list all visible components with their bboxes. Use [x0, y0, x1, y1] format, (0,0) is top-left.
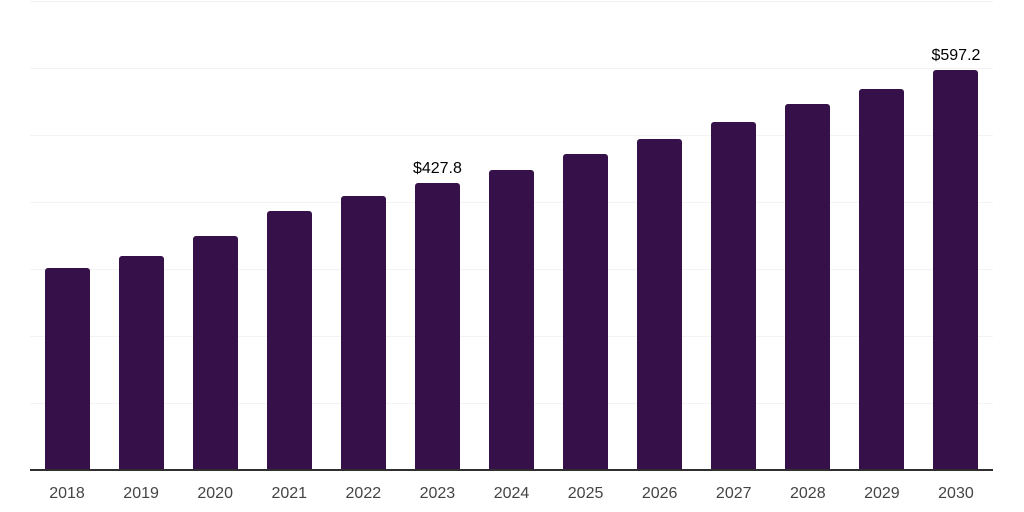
bar-2023	[414, 183, 460, 470]
bar-2022	[340, 195, 386, 470]
bar-2024	[489, 169, 534, 470]
bar-2021	[266, 210, 312, 470]
x-label-2028: 2028	[790, 485, 826, 502]
bar-2018	[44, 267, 90, 470]
value-label-2023: $427.8	[412, 160, 462, 178]
bar-2028	[785, 104, 831, 470]
x-label-2023: 2023	[419, 485, 456, 502]
bar-2026	[637, 139, 683, 470]
bar-2019	[118, 256, 164, 470]
x-label-2030: 2030	[938, 485, 974, 502]
value-label-2030: $597.2	[931, 46, 981, 64]
x-label-2022: 2022	[345, 485, 382, 502]
bar-2030	[933, 69, 979, 470]
bar-2020	[192, 236, 238, 470]
x-label-2025: 2025	[567, 485, 604, 502]
bar-2025	[563, 154, 609, 470]
x-label-2020: 2020	[197, 485, 233, 502]
bar-2029	[859, 88, 905, 470]
x-label-2019: 2019	[123, 485, 159, 502]
x-axis-line	[30, 469, 993, 471]
x-label-2018: 2018	[49, 485, 85, 502]
x-label-2027: 2027	[715, 485, 752, 502]
x-label-2021: 2021	[271, 485, 308, 502]
x-label-2026: 2026	[641, 485, 678, 502]
x-label-2024: 2024	[493, 485, 530, 502]
gridline	[30, 68, 993, 69]
bar-2027	[711, 122, 757, 470]
x-label-2029: 2029	[864, 485, 900, 502]
gridline	[30, 1, 993, 2]
gridline	[30, 135, 993, 136]
